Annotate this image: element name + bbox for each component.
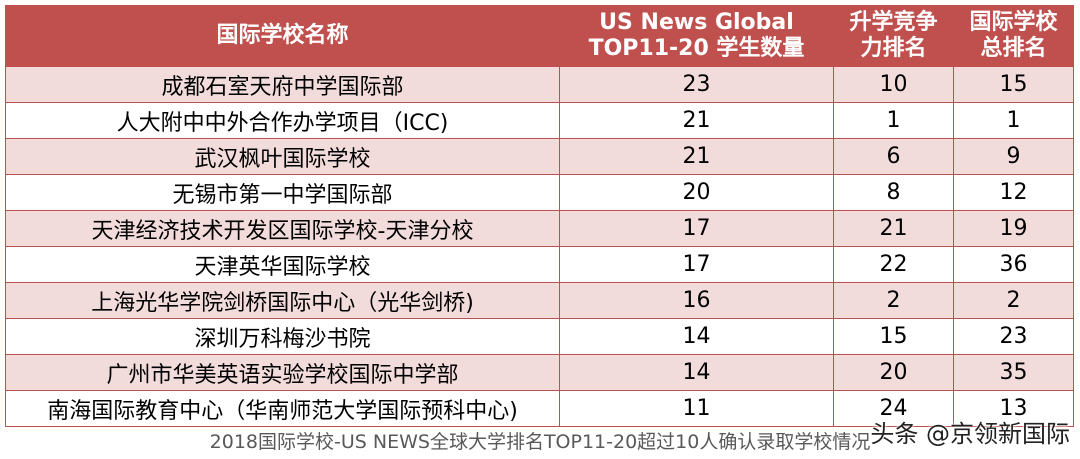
cell-overall-rank: 12 [953, 174, 1074, 211]
cell-competition-rank: 8 [833, 174, 954, 211]
cell-school-name: 人大附中中外合作办学项目（ICC) [5, 102, 560, 139]
cell-students: 21 [559, 102, 834, 139]
cell-students: 16 [559, 282, 834, 319]
cell-overall-rank: 9 [953, 138, 1074, 175]
cell-school-name: 南海国际教育中心（华南师范大学国际预科中心) [5, 390, 560, 427]
cell-competition-rank: 21 [833, 210, 954, 247]
header-competition-rank: 升学竞争 力排名 [833, 5, 954, 67]
cell-overall-rank: 36 [953, 246, 1074, 283]
source-watermark: 头条 @京领新国际 [870, 420, 1070, 448]
ranking-table: 国际学校名称 US News Global TOP11-20 学生数量 升学竞争… [5, 5, 1074, 427]
cell-school-name: 上海光华学院剑桥国际中心（光华剑桥) [5, 282, 560, 319]
cell-overall-rank: 23 [953, 318, 1074, 355]
cell-competition-rank: 15 [833, 318, 954, 355]
header-competition-line1: 升学竞争 [849, 10, 938, 35]
header-students-line2: TOP11-20 学生数量 [588, 36, 805, 61]
header-overall-line2: 总排名 [980, 36, 1047, 61]
header-overall-line1: 国际学校 [969, 10, 1058, 35]
cell-competition-rank: 10 [833, 67, 954, 103]
table-caption: 2018国际学校-US NEWS全球大学排名TOP11-20超过10人确认录取学… [209, 431, 871, 453]
header-competition-line2: 力排名 [860, 36, 927, 61]
table-row: 深圳万科梅沙书院 14 15 23 [5, 318, 1074, 355]
table-row: 无锡市第一中学国际部 20 8 12 [5, 174, 1074, 211]
table-row: 武汉枫叶国际学校 21 6 9 [5, 138, 1074, 175]
cell-overall-rank: 2 [953, 282, 1074, 319]
cell-competition-rank: 24 [833, 390, 954, 427]
table-row: 天津英华国际学校 17 22 36 [5, 246, 1074, 283]
cell-overall-rank: 19 [953, 210, 1074, 247]
cell-competition-rank: 20 [833, 354, 954, 391]
cell-students: 14 [559, 354, 834, 391]
cell-students: 21 [559, 138, 834, 175]
cell-students: 20 [559, 174, 834, 211]
header-students-line1: US News Global [599, 10, 794, 35]
cell-school-name: 天津英华国际学校 [5, 246, 560, 283]
cell-competition-rank: 22 [833, 246, 954, 283]
table-row: 南海国际教育中心（华南师范大学国际预科中心) 11 24 13 [5, 390, 1074, 427]
cell-school-name: 天津经济技术开发区国际学校-天津分校 [5, 210, 560, 247]
header-school-name: 国际学校名称 [5, 5, 560, 67]
table-row: 广州市华美英语实验学校国际中学部 14 20 35 [5, 354, 1074, 391]
cell-school-name: 成都石室天府中学国际部 [5, 67, 560, 103]
header-row: 国际学校名称 US News Global TOP11-20 学生数量 升学竞争… [5, 5, 1074, 67]
cell-overall-rank: 35 [953, 354, 1074, 391]
header-school-name-label: 国际学校名称 [216, 23, 349, 48]
cell-students: 11 [559, 390, 834, 427]
cell-students: 17 [559, 246, 834, 283]
cell-school-name: 广州市华美英语实验学校国际中学部 [5, 354, 560, 391]
ranking-table-container: 国际学校名称 US News Global TOP11-20 学生数量 升学竞争… [5, 5, 1074, 427]
cell-competition-rank: 6 [833, 138, 954, 175]
cell-students: 23 [559, 67, 834, 103]
table-row: 人大附中中外合作办学项目（ICC) 21 1 1 [5, 102, 1074, 139]
cell-competition-rank: 1 [833, 102, 954, 139]
cell-students: 14 [559, 318, 834, 355]
table-body: 成都石室天府中学国际部 23 10 15 人大附中中外合作办学项目（ICC) 2… [5, 67, 1074, 427]
table-row: 成都石室天府中学国际部 23 10 15 [5, 67, 1074, 103]
table-row: 天津经济技术开发区国际学校-天津分校 17 21 19 [5, 210, 1074, 247]
header-overall-rank: 国际学校 总排名 [953, 5, 1074, 67]
cell-school-name: 武汉枫叶国际学校 [5, 138, 560, 175]
cell-overall-rank: 1 [953, 102, 1074, 139]
cell-overall-rank: 13 [953, 390, 1074, 427]
cell-overall-rank: 15 [953, 67, 1074, 103]
table-row: 上海光华学院剑桥国际中心（光华剑桥) 16 2 2 [5, 282, 1074, 319]
header-students: US News Global TOP11-20 学生数量 [559, 5, 834, 67]
cell-school-name: 无锡市第一中学国际部 [5, 174, 560, 211]
cell-competition-rank: 2 [833, 282, 954, 319]
cell-students: 17 [559, 210, 834, 247]
cell-school-name: 深圳万科梅沙书院 [5, 318, 560, 355]
table-header: 国际学校名称 US News Global TOP11-20 学生数量 升学竞争… [5, 5, 1074, 67]
